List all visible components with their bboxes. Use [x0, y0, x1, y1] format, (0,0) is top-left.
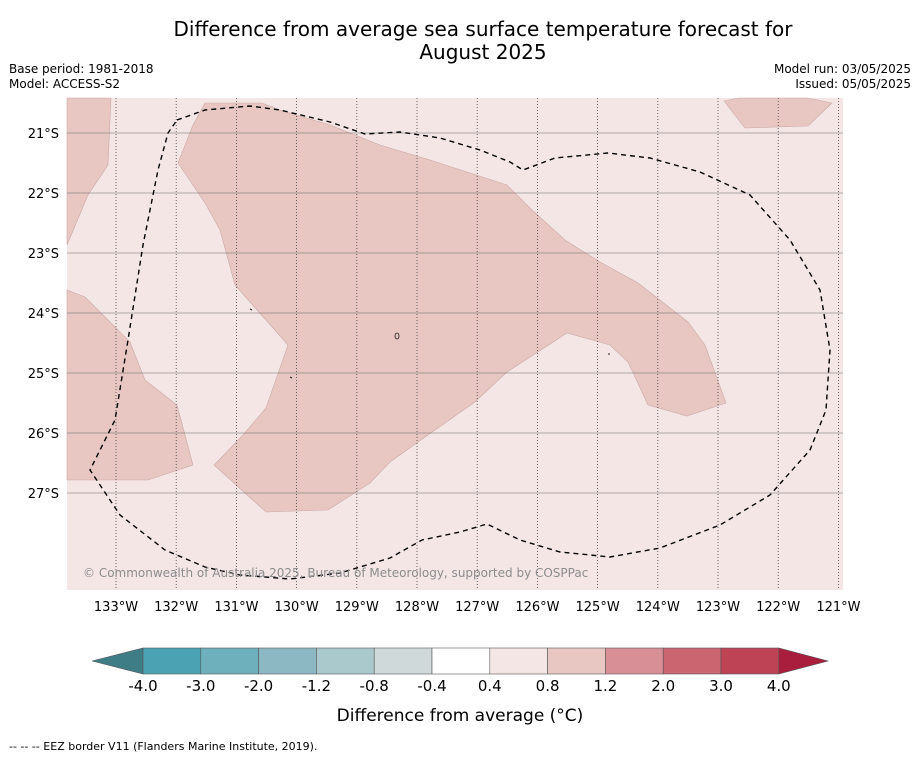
- chart-title: Difference from average sea surface temp…: [0, 18, 919, 64]
- lon-tick-label: 128°W: [395, 600, 439, 615]
- lon-tick-label: 129°W: [335, 600, 379, 615]
- colorbar-segment: [547, 647, 606, 675]
- colorbar-tick-label: -0.4: [417, 677, 446, 695]
- island-mark: [394, 332, 400, 340]
- colorbar-tick-label: -2.0: [244, 677, 273, 695]
- base-period: Base period: 1981-2018: [9, 62, 154, 76]
- colorbar-segment: [258, 647, 317, 675]
- colorbar-segment: [662, 647, 722, 675]
- colorbar-segment: [605, 647, 664, 675]
- lat-tick-label: 21°S: [28, 127, 59, 142]
- colorbar-extension-high: [778, 647, 830, 675]
- model-name: Model: ACCESS-S2: [9, 77, 121, 91]
- lon-tick-label: 126°W: [515, 600, 559, 615]
- lon-tick-label: 131°W: [214, 600, 258, 615]
- lat-tick-label: 22°S: [28, 187, 59, 202]
- island-mark: [289, 376, 293, 379]
- colorbar-tick-label: -3.0: [186, 677, 215, 695]
- lat-tick-label: 25°S: [28, 367, 59, 382]
- island-mark: [249, 308, 253, 311]
- lon-tick-label: 127°W: [455, 600, 499, 615]
- lat-tick-label: 27°S: [28, 487, 59, 502]
- colorbar-tick-label: 4.0: [767, 677, 791, 695]
- eez-border: [89, 105, 831, 580]
- map-panel: © Commonwealth of Australia 2025, Bureau…: [66, 97, 843, 590]
- lon-tick-label: 130°W: [275, 600, 319, 615]
- anomaly-region-west-lower: [66, 289, 194, 481]
- colorbar-tick-label: -0.8: [360, 677, 389, 695]
- lon-tick-label: 132°W: [154, 600, 198, 615]
- lon-tick-label: 133°W: [94, 600, 138, 615]
- issued-date: Issued: 05/05/2025: [795, 77, 911, 91]
- lon-tick-label: 125°W: [576, 600, 620, 615]
- colorbar-segment: [316, 647, 375, 675]
- colorbar-tick-label: -1.2: [302, 677, 331, 695]
- anomaly-region-main: [177, 102, 727, 513]
- lon-tick-label: 123°W: [696, 600, 740, 615]
- colorbar-tick-label: 0.8: [536, 677, 560, 695]
- lon-tick-label: 121°W: [816, 600, 860, 615]
- lat-tick-label: 23°S: [28, 247, 59, 262]
- colorbar-title: Difference from average (°C): [337, 706, 584, 726]
- colorbar-segment: [142, 647, 202, 675]
- colorbar-tick-label: 1.2: [593, 677, 617, 695]
- eez-footnote: -- -- -- EEZ border V11 (Flanders Marine…: [9, 740, 318, 753]
- colorbar-segment: [431, 647, 491, 675]
- lon-tick-label: 122°W: [756, 600, 800, 615]
- colorbar-segment: [489, 647, 548, 675]
- copyright-notice: © Commonwealth of Australia 2025, Bureau…: [83, 566, 588, 580]
- colorbar: [91, 647, 830, 675]
- meta-left: Base period: 1981-2018 Model: ACCESS-S2: [9, 62, 154, 92]
- lat-tick-label: 24°S: [28, 307, 59, 322]
- colorbar-tick-label: -4.0: [128, 677, 157, 695]
- colorbar-segment: [200, 647, 259, 675]
- colorbar-tick-label: 2.0: [651, 677, 675, 695]
- title-line-2: August 2025: [419, 40, 547, 64]
- title-line-1: Difference from average sea surface temp…: [173, 17, 793, 41]
- lon-tick-label: 124°W: [636, 600, 680, 615]
- meta-right: Model run: 03/05/2025 Issued: 05/05/2025: [774, 62, 911, 92]
- model-run: Model run: 03/05/2025: [773, 62, 911, 76]
- colorbar-tick-label: 0.4: [478, 677, 502, 695]
- anomaly-region-west-upper: [66, 97, 112, 246]
- lat-tick-label: 26°S: [28, 427, 59, 442]
- colorbar-tick-label: 3.0: [709, 677, 733, 695]
- colorbar-segment: [720, 647, 780, 675]
- colorbar-extension-low: [91, 647, 144, 675]
- colorbar-segment: [373, 647, 433, 675]
